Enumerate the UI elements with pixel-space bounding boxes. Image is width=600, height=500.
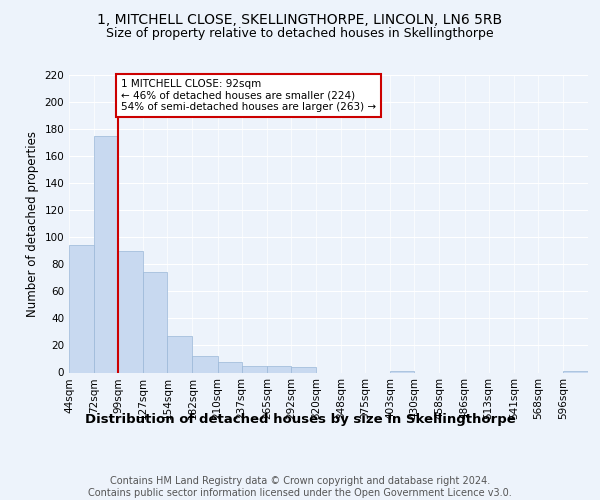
Bar: [218, 362, 242, 372]
Bar: [94, 136, 118, 372]
Y-axis label: Number of detached properties: Number of detached properties: [26, 130, 39, 317]
Bar: [118, 251, 143, 372]
Bar: [143, 272, 167, 372]
Bar: [563, 371, 588, 372]
Text: 1, MITCHELL CLOSE, SKELLINGTHORPE, LINCOLN, LN6 5RB: 1, MITCHELL CLOSE, SKELLINGTHORPE, LINCO…: [97, 12, 503, 26]
Text: Contains HM Land Registry data © Crown copyright and database right 2024.
Contai: Contains HM Land Registry data © Crown c…: [88, 476, 512, 498]
Bar: [167, 336, 193, 372]
Bar: [69, 246, 94, 372]
Bar: [291, 367, 316, 372]
Bar: [267, 366, 291, 372]
Bar: [193, 356, 218, 372]
Bar: [390, 371, 415, 372]
Text: Distribution of detached houses by size in Skellingthorpe: Distribution of detached houses by size …: [85, 412, 515, 426]
Text: 1 MITCHELL CLOSE: 92sqm
← 46% of detached houses are smaller (224)
54% of semi-d: 1 MITCHELL CLOSE: 92sqm ← 46% of detache…: [121, 79, 376, 112]
Text: Size of property relative to detached houses in Skellingthorpe: Size of property relative to detached ho…: [106, 28, 494, 40]
Bar: [242, 366, 267, 372]
